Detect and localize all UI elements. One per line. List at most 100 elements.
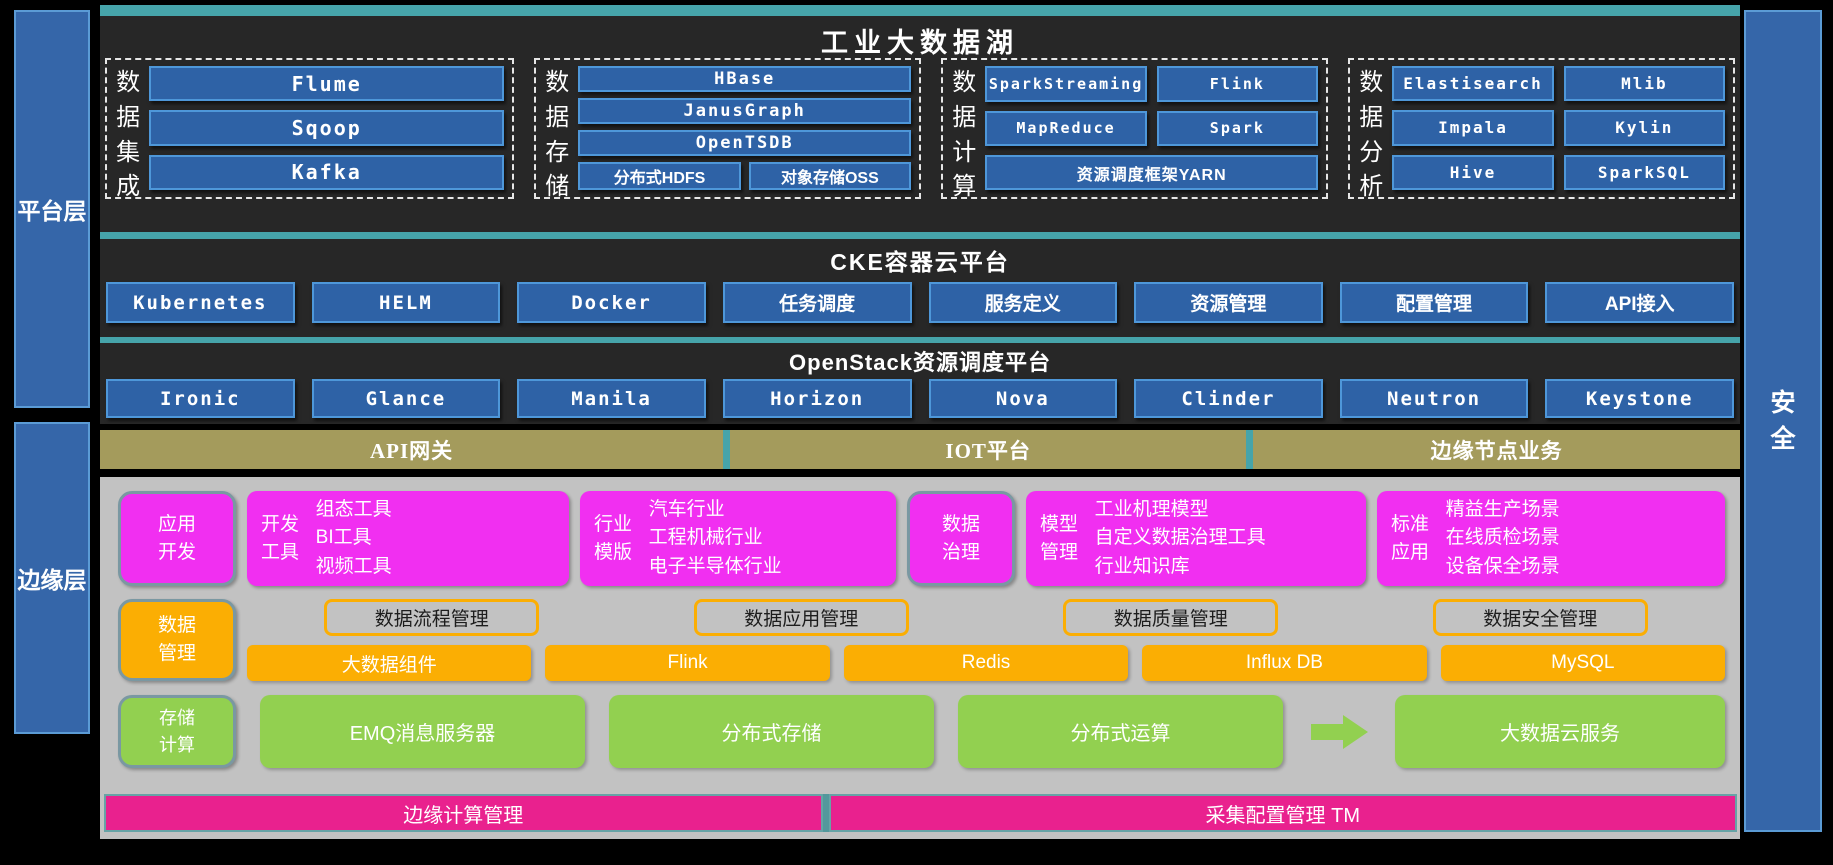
distributed-computing-box: 分布式运算	[958, 695, 1283, 768]
collection-config-mgmt-box: 采集配置管理 TM	[828, 794, 1737, 832]
standard-label: 标准应用	[1391, 513, 1430, 563]
flow-arrow-icon	[1307, 695, 1371, 768]
standard-application-box: 标准应用 精益生产场景 在线质检场景 设备保全场景	[1377, 491, 1725, 586]
data-management-outlined-row: 数据流程管理 数据应用管理 数据质量管理 数据安全管理	[247, 599, 1725, 636]
tech-box-yarn: 资源调度框架YARN	[985, 155, 1319, 190]
tech-box-mlib: Mlib	[1563, 66, 1726, 102]
standard-lines: 精益生产场景 在线质检场景 设备保全场景	[1446, 496, 1560, 582]
platform-layer-badge: 平台层	[14, 10, 90, 408]
edge-bottom-row: 边缘计算管理 采集配置管理 TM	[104, 794, 1737, 832]
openstack-platform-title: OpenStack资源调度平台	[789, 350, 1051, 375]
tech-box-kafka: Kafka	[149, 154, 505, 190]
group-data-computing: 数据计算 SparkStreaming Flink MapReduce Spar…	[941, 58, 1329, 200]
computing-row-2: MapReduce Spark	[985, 110, 1319, 147]
tech-box-sparkstreaming: SparkStreaming	[985, 66, 1147, 102]
tech-box-horizon: Horizon	[722, 379, 912, 418]
group-label-text: 数据计算	[952, 69, 977, 201]
data-management-row: 数据管理 数据流程管理 数据应用管理 数据质量管理 数据安全管理 大数据组件 F…	[118, 599, 1726, 681]
tech-box-mapreduce: MapReduce	[985, 110, 1147, 147]
tech-box-helm: HELM	[311, 282, 501, 323]
emq-message-server-box: EMQ消息服务器	[260, 695, 585, 768]
tech-box-impala: Impala	[1392, 110, 1554, 146]
data-app-mgmt-box: 数据应用管理	[693, 599, 909, 636]
line-item: 电子半导体行业	[648, 555, 782, 577]
dev-tools-lines: 组态工具 BI工具 视频工具	[316, 496, 392, 582]
line-item: 精益生产场景	[1445, 498, 1560, 520]
redis-box: Redis	[843, 645, 1129, 681]
data-management-content: 数据流程管理 数据应用管理 数据质量管理 数据安全管理 大数据组件 Flink …	[247, 599, 1726, 681]
badge-storage-compute: 存储计算	[118, 695, 236, 768]
industry-template-box: 行业模版 汽车行业 工程机械行业 电子半导体行业	[580, 491, 896, 586]
data-quality-mgmt-box: 数据质量管理	[1063, 599, 1279, 636]
tech-box-neutron: Neutron	[1339, 379, 1529, 418]
storage-compute-row: 存储计算 EMQ消息服务器 分布式存储 分布式运算 大数据云服务	[118, 695, 1725, 768]
line-item: 视频工具	[315, 555, 392, 577]
mysql-box: MySQL	[1440, 645, 1726, 681]
data-lake-groups: 数据集成 Flume Sqoop Kafka 数据存储 HBase JanusG…	[105, 58, 1736, 200]
group-label-data-storage: 数据存储	[543, 66, 571, 200]
tech-box-sqoop: Sqoop	[149, 110, 505, 146]
group-items: Elastisearch Mlib Impala Kylin Hive Spar…	[1392, 66, 1726, 190]
tech-box-resource-mgmt: 资源管理	[1134, 282, 1323, 323]
industry-label: 行业模版	[594, 513, 633, 563]
tech-box-clinder: Clinder	[1134, 379, 1323, 418]
bigdata-cloud-service-box: 大数据云服务	[1395, 695, 1725, 768]
group-label-data-integration: 数据集成	[114, 66, 142, 200]
line-item: 设备保全场景	[1445, 555, 1560, 577]
distributed-storage-box: 分布式存储	[609, 695, 934, 768]
arrow-head	[1342, 714, 1368, 749]
edge-panel: 应用开发 开发工具 组态工具 BI工具 视频工具 行业模版 汽车行业 工程机械行…	[100, 477, 1740, 839]
computing-row-1: SparkStreaming Flink	[985, 66, 1319, 102]
badge-label: 数据治理	[941, 513, 980, 563]
badge-label: 存储计算	[158, 708, 195, 755]
group-label-data-computing: 数据计算	[950, 66, 978, 200]
badge-label: 数据管理	[157, 615, 196, 664]
group-data-analysis: 数据分析 Elastisearch Mlib Impala Kylin Hive…	[1348, 58, 1736, 200]
tech-box-service-definition: 服务定义	[928, 282, 1118, 323]
security-bar: 安全	[1744, 10, 1822, 832]
model-management-box: 模型管理 工业机理模型 自定义数据治理工具 行业知识库	[1026, 491, 1366, 586]
model-lines: 工业机理模型 自定义数据治理工具 行业知识库	[1095, 496, 1266, 582]
badge-label: 应用开发	[157, 513, 196, 563]
tech-box-hdfs: 分布式HDFS	[578, 162, 741, 190]
line-item: 自定义数据治理工具	[1094, 527, 1266, 549]
dev-tools-label: 开发工具	[261, 513, 300, 563]
line-item: 汽车行业	[648, 498, 725, 520]
group-data-integration: 数据集成 Flume Sqoop Kafka	[105, 58, 515, 200]
edge-computing-mgmt-box: 边缘计算管理	[104, 794, 823, 832]
tech-box-spark: Spark	[1156, 110, 1319, 147]
model-label: 模型管理	[1040, 513, 1079, 563]
bigdata-component-box: 大数据组件	[247, 645, 532, 681]
line-item: BI工具	[315, 527, 372, 549]
tech-box-glance: Glance	[311, 379, 501, 418]
group-items: Flume Sqoop Kafka	[149, 66, 505, 190]
badge-data-management: 数据管理	[118, 599, 236, 681]
tech-box-task-scheduling: 任务调度	[722, 282, 912, 323]
teal-divider-cke	[100, 232, 1740, 239]
tech-box-nova: Nova	[928, 379, 1118, 418]
platform-panel: 工业大数据湖 数据集成 Flume Sqoop Kafka 数据存储 H	[100, 5, 1740, 424]
group-items: SparkStreaming Flink MapReduce Spark 资源调…	[985, 66, 1319, 190]
badge-data-governance: 数据治理	[907, 491, 1015, 586]
tech-box-hive: Hive	[1392, 154, 1554, 190]
line-item: 工程机械行业	[648, 527, 763, 549]
data-flow-mgmt-box: 数据流程管理	[324, 599, 540, 636]
data-component-row: 大数据组件 Flink Redis Influx DB MySQL	[247, 645, 1726, 681]
cke-items-row: Kubernetes HELM Docker 任务调度 服务定义 资源管理 配置…	[106, 282, 1734, 323]
tech-box-kylin: Kylin	[1563, 110, 1726, 146]
security-label: 安全	[1770, 388, 1796, 453]
tech-box-hbase: HBase	[578, 66, 912, 92]
openstack-items-row: Ironic Glance Manila Horizon Nova Clinde…	[106, 379, 1734, 418]
group-label-data-analysis: 数据分析	[1357, 66, 1385, 200]
group-label-text: 数据集成	[116, 69, 141, 201]
badge-app-development: 应用开发	[118, 491, 236, 586]
tech-box-elastisearch: Elastisearch	[1392, 66, 1554, 102]
group-data-storage: 数据存储 HBase JanusGraph OpenTSDB 分布式HDFS 对…	[534, 58, 922, 200]
tech-box-flume: Flume	[149, 66, 505, 102]
storage-bottom-row: 分布式HDFS 对象存储OSS	[578, 162, 912, 190]
tech-box-keystone: Keystone	[1545, 379, 1734, 418]
api-gateway-box: API网关	[100, 430, 724, 469]
edge-layer-badge: 边缘层	[14, 422, 90, 734]
data-security-mgmt-box: 数据安全管理	[1432, 599, 1648, 636]
